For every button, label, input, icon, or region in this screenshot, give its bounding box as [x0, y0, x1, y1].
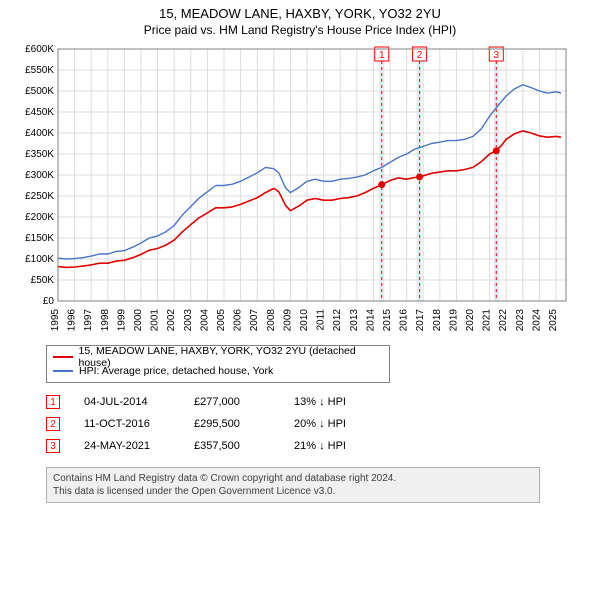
svg-text:£400K: £400K: [25, 128, 54, 139]
svg-text:2005: 2005: [216, 309, 227, 332]
svg-text:2010: 2010: [299, 309, 310, 332]
svg-text:2013: 2013: [349, 309, 360, 332]
svg-text:£600K: £600K: [25, 44, 54, 55]
svg-text:£450K: £450K: [25, 107, 54, 118]
page-title: 15, MEADOW LANE, HAXBY, YORK, YO32 2YU: [10, 6, 590, 21]
transaction-date: 24-MAY-2021: [84, 440, 194, 452]
svg-text:1997: 1997: [83, 309, 94, 332]
transaction-price: £277,000: [194, 396, 294, 408]
svg-text:£250K: £250K: [25, 191, 54, 202]
transaction-date: 11-OCT-2016: [84, 418, 194, 430]
svg-text:2020: 2020: [465, 309, 476, 332]
transaction-diff: 20% ↓ HPI: [294, 418, 384, 430]
transaction-row: 1 04-JUL-2014£277,00013% ↓ HPI: [46, 391, 590, 413]
attribution-footer: Contains HM Land Registry data © Crown c…: [46, 467, 540, 503]
transaction-diff: 13% ↓ HPI: [294, 396, 384, 408]
legend-swatch: [53, 356, 73, 358]
svg-text:2014: 2014: [365, 309, 376, 332]
transaction-marker: 3: [46, 439, 60, 453]
transactions-table: 1 04-JUL-2014£277,00013% ↓ HPI 2 11-OCT-201…: [46, 391, 590, 457]
svg-text:£500K: £500K: [25, 86, 54, 97]
transaction-row: 2 11-OCT-2016£295,50020% ↓ HPI: [46, 413, 590, 435]
footer-line: This data is licensed under the Open Gov…: [53, 485, 533, 498]
transaction-diff: 21% ↓ HPI: [294, 440, 384, 452]
svg-text:£550K: £550K: [25, 65, 54, 76]
svg-text:1995: 1995: [50, 309, 61, 332]
svg-text:1999: 1999: [116, 309, 127, 332]
svg-text:2012: 2012: [332, 309, 343, 332]
transaction-marker: 1: [46, 395, 60, 409]
svg-text:2021: 2021: [482, 309, 493, 332]
svg-text:2011: 2011: [316, 309, 327, 331]
svg-text:2016: 2016: [399, 309, 410, 332]
svg-text:2017: 2017: [415, 309, 426, 332]
svg-text:£50K: £50K: [31, 275, 55, 286]
transaction-date: 04-JUL-2014: [84, 396, 194, 408]
svg-text:£100K: £100K: [25, 254, 54, 265]
page-subtitle: Price paid vs. HM Land Registry's House …: [10, 23, 590, 37]
transaction-row: 3 24-MAY-2021£357,50021% ↓ HPI: [46, 435, 590, 457]
svg-text:£350K: £350K: [25, 149, 54, 160]
svg-text:2015: 2015: [382, 309, 393, 332]
svg-text:2004: 2004: [199, 309, 210, 332]
svg-text:2023: 2023: [515, 309, 526, 332]
svg-text:3: 3: [493, 50, 499, 61]
transaction-price: £357,500: [194, 440, 294, 452]
svg-text:£150K: £150K: [25, 233, 54, 244]
svg-text:2009: 2009: [282, 309, 293, 332]
legend: 15, MEADOW LANE, HAXBY, YORK, YO32 2YU (…: [46, 345, 390, 383]
legend-item: 15, MEADOW LANE, HAXBY, YORK, YO32 2YU (…: [53, 350, 383, 364]
svg-text:2000: 2000: [133, 309, 144, 332]
svg-text:1: 1: [379, 50, 385, 61]
svg-text:2001: 2001: [150, 309, 161, 332]
svg-text:2008: 2008: [266, 309, 277, 332]
svg-text:£0: £0: [43, 296, 55, 307]
svg-text:2022: 2022: [498, 309, 509, 332]
svg-text:2002: 2002: [166, 309, 177, 332]
transaction-price: £295,500: [194, 418, 294, 430]
svg-text:2025: 2025: [548, 309, 559, 332]
svg-text:2018: 2018: [432, 309, 443, 332]
legend-label: HPI: Average price, detached house, York: [79, 365, 273, 377]
svg-text:2006: 2006: [233, 309, 244, 332]
price-chart: £0 £50K £100K £150K £200K £250K £300K £350K £400…: [10, 41, 570, 341]
footer-line: Contains HM Land Registry data © Crown c…: [53, 472, 533, 485]
svg-text:2019: 2019: [448, 309, 459, 332]
svg-text:£200K: £200K: [25, 212, 54, 223]
svg-text:2003: 2003: [183, 309, 194, 332]
svg-text:£300K: £300K: [25, 170, 54, 181]
svg-text:2007: 2007: [249, 309, 260, 332]
svg-text:2: 2: [417, 50, 423, 61]
svg-text:1996: 1996: [67, 309, 78, 332]
svg-text:1998: 1998: [100, 309, 111, 332]
legend-swatch: [53, 370, 73, 372]
transaction-marker: 2: [46, 417, 60, 431]
svg-text:2024: 2024: [531, 309, 542, 332]
